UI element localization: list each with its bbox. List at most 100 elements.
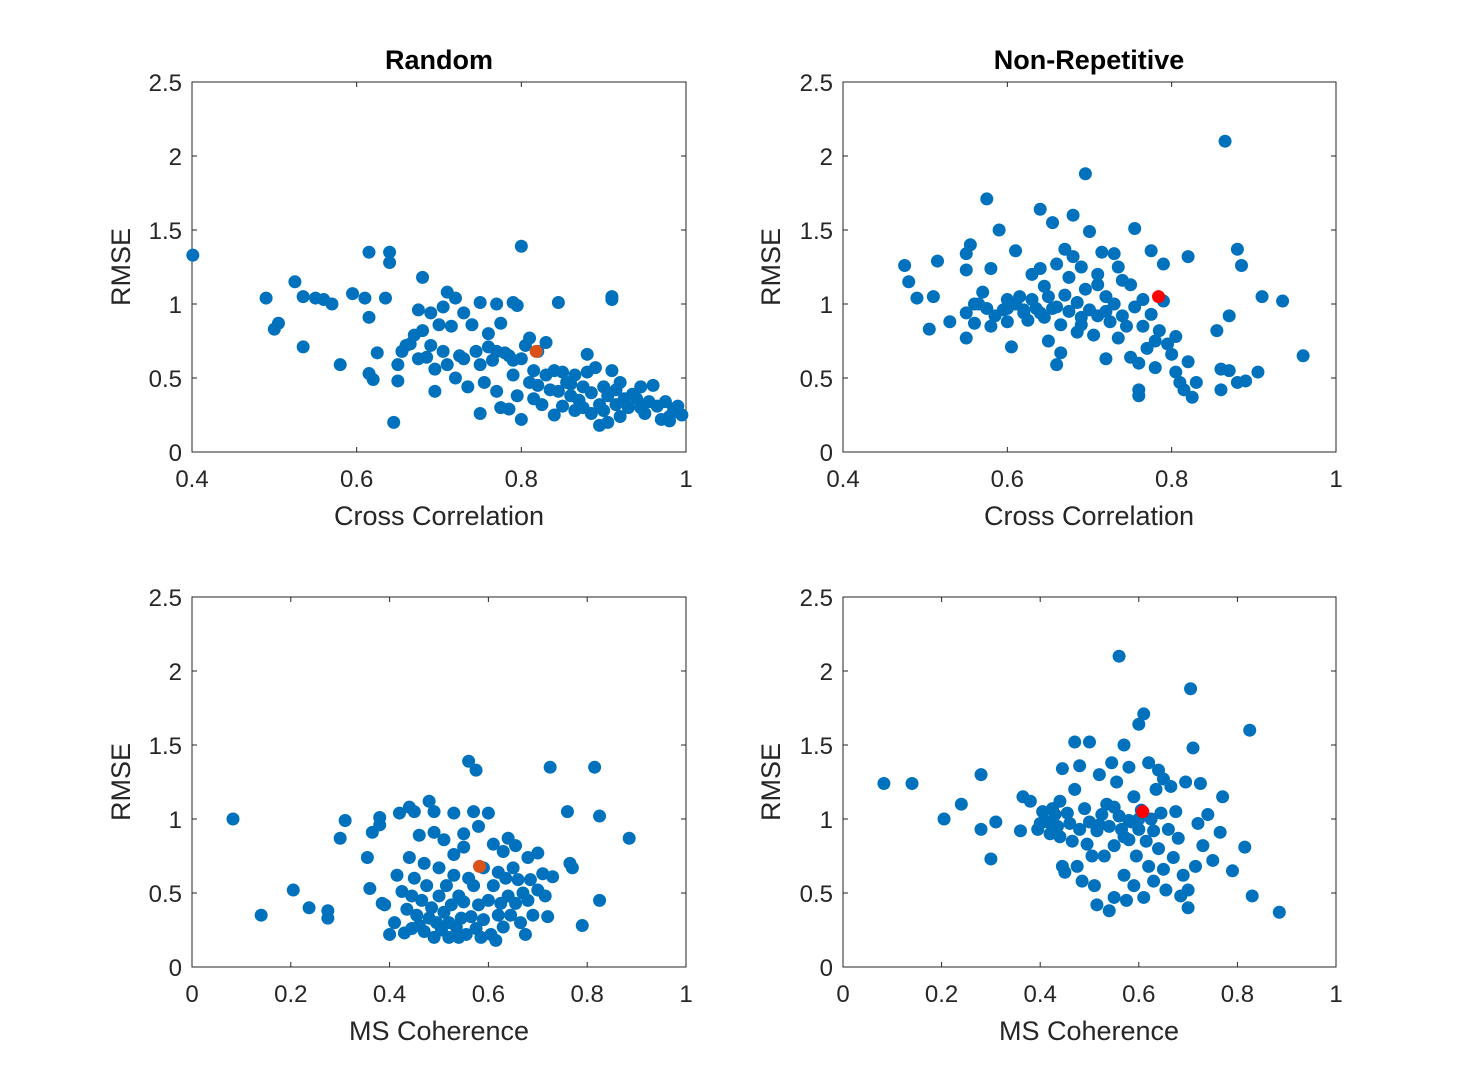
data-point	[454, 911, 468, 925]
data-point	[457, 840, 471, 854]
data-point	[959, 331, 973, 345]
y-tick-label: 2.5	[800, 70, 833, 97]
data-point	[469, 344, 483, 358]
data-point	[420, 350, 434, 364]
data-point	[593, 809, 607, 823]
data-point	[1152, 324, 1166, 338]
data-point	[400, 902, 414, 916]
data-point	[391, 358, 405, 372]
data-point	[1161, 822, 1175, 836]
highlight-point	[529, 344, 543, 358]
points	[226, 754, 636, 947]
data-point	[509, 839, 523, 853]
data-point	[1136, 293, 1150, 307]
data-point	[1054, 346, 1068, 360]
data-point	[605, 364, 619, 378]
data-point	[902, 275, 916, 289]
x-tick-label: 0.6	[1122, 981, 1155, 1008]
x-tick-label: 0.4	[175, 466, 208, 493]
data-point	[536, 867, 550, 881]
data-point	[259, 291, 273, 305]
data-point	[462, 754, 476, 768]
data-point	[1251, 365, 1265, 379]
data-point	[1083, 224, 1096, 238]
data-point	[186, 248, 200, 262]
x-tick-label: 1	[679, 466, 692, 493]
data-point	[465, 318, 479, 332]
data-point	[1091, 278, 1105, 292]
data-point	[1078, 167, 1092, 181]
data-point	[1099, 304, 1113, 318]
data-point	[1181, 901, 1195, 915]
data-point	[502, 402, 516, 416]
data-point	[346, 287, 360, 301]
data-point	[1111, 331, 1125, 345]
data-point	[467, 805, 481, 819]
x-tick-label: 0.6	[472, 981, 505, 1008]
data-point	[898, 259, 912, 273]
data-point	[535, 398, 549, 412]
data-point	[474, 930, 488, 944]
y-tick-label: 2	[169, 144, 182, 171]
data-point	[1054, 318, 1068, 332]
data-point	[362, 245, 376, 259]
data-point	[518, 927, 532, 941]
data-point	[1095, 245, 1109, 259]
y-tick-label: 2	[820, 144, 833, 171]
data-point	[424, 306, 438, 320]
data-point	[1119, 319, 1133, 333]
data-point	[556, 399, 569, 413]
data-point	[490, 297, 504, 311]
data-point	[457, 352, 471, 366]
data-point	[1124, 278, 1138, 292]
data-point	[1066, 208, 1080, 222]
data-point	[1041, 290, 1055, 304]
data-point	[459, 927, 473, 941]
data-point	[506, 861, 520, 875]
data-point	[565, 861, 579, 875]
data-point	[1091, 267, 1105, 281]
data-point	[523, 873, 537, 887]
data-point	[448, 291, 462, 305]
data-point	[415, 893, 429, 907]
data-point	[481, 806, 495, 820]
data-point	[1142, 756, 1156, 770]
data-point	[302, 901, 316, 915]
data-point	[321, 911, 335, 925]
data-point	[1065, 834, 1079, 848]
data-point	[663, 414, 677, 428]
y-axis-label: RMSE	[106, 743, 136, 821]
data-point	[514, 352, 528, 366]
plot-area	[842, 596, 1337, 968]
data-point	[1033, 306, 1047, 320]
data-point	[467, 879, 481, 893]
y-tick-label: 1	[820, 292, 833, 319]
data-point	[984, 261, 998, 275]
data-point	[395, 885, 409, 899]
data-point	[1222, 364, 1236, 378]
y-tick-label: 0.5	[149, 881, 182, 908]
data-point	[1188, 859, 1202, 873]
data-point	[1103, 315, 1117, 329]
data-point	[521, 850, 535, 864]
data-point	[1238, 840, 1252, 854]
data-point	[1132, 356, 1146, 370]
y-axis-label: RMSE	[756, 743, 786, 821]
data-point	[584, 386, 598, 400]
data-point	[1218, 134, 1232, 148]
data-point	[360, 850, 374, 864]
data-point	[439, 879, 453, 893]
data-point	[514, 916, 528, 930]
data-point	[1068, 782, 1082, 796]
data-point	[1213, 825, 1227, 839]
subplot-random-ms-coherence: 0 0.2 0.4 0.6 0.8 100.511.522.5 MS Coherence …	[106, 585, 693, 1046]
data-point	[1132, 389, 1146, 403]
data-point	[1216, 790, 1230, 804]
data-point	[1111, 260, 1125, 274]
data-point	[1206, 853, 1220, 867]
data-point	[937, 812, 951, 826]
data-point	[1117, 868, 1131, 882]
data-point	[568, 368, 582, 382]
data-point	[333, 831, 347, 845]
data-point	[638, 407, 652, 421]
